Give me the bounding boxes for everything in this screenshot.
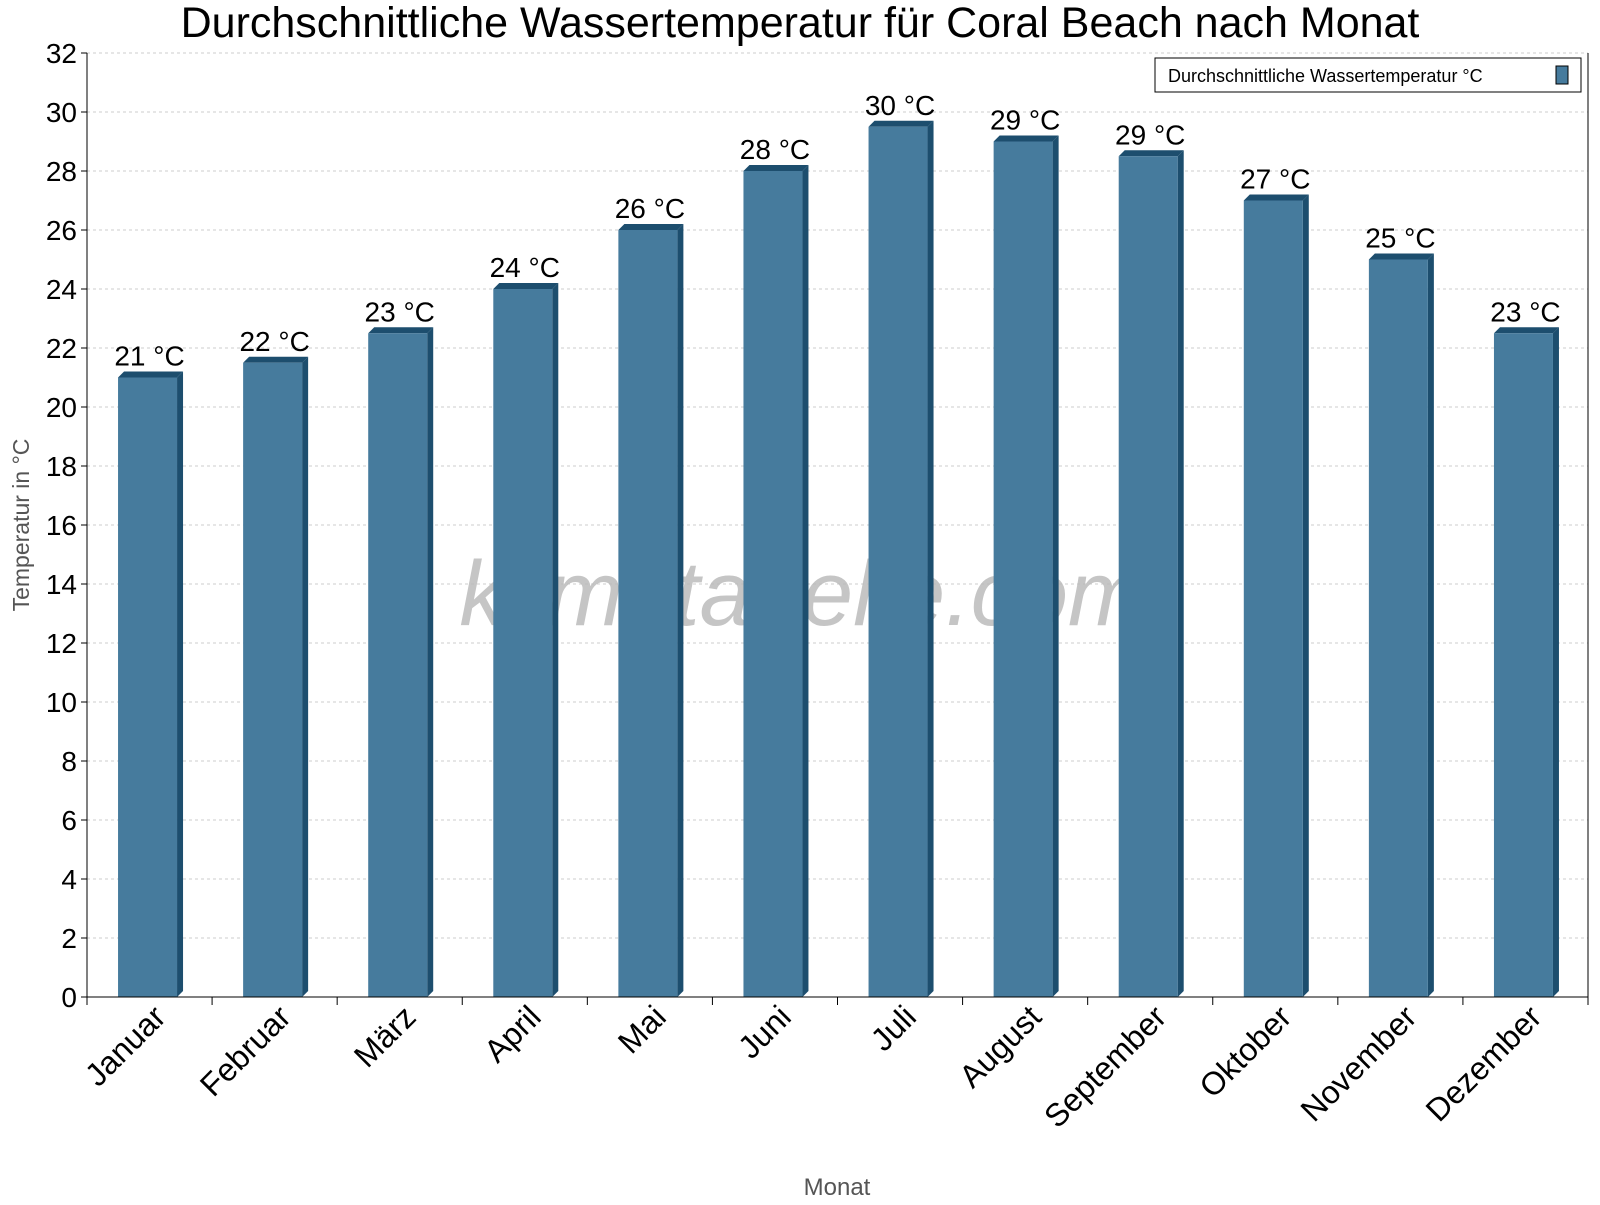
bar-top [1368, 253, 1434, 260]
bar [618, 230, 678, 997]
x-tick-label: April [477, 998, 548, 1069]
bar-side [1177, 150, 1184, 997]
bar-top [993, 135, 1059, 142]
bar-top [1243, 194, 1309, 201]
y-tick-label: 6 [61, 805, 77, 836]
data-label: 30 °C [865, 90, 935, 121]
y-tick-label: 4 [61, 864, 77, 895]
y-tick-label: 14 [46, 569, 77, 600]
bar [243, 362, 303, 997]
x-tick-label: August [952, 998, 1048, 1094]
y-tick-label: 12 [46, 628, 77, 659]
bar-side [552, 283, 559, 997]
y-tick-label: 24 [46, 274, 77, 305]
bar [1243, 200, 1303, 997]
bar-side [177, 371, 184, 997]
legend: Durchschnittliche Wassertemperatur °C [1154, 57, 1582, 93]
bar-top [493, 283, 559, 289]
legend-label: Durchschnittliche Wassertemperatur °C [1168, 66, 1483, 86]
bar [993, 141, 1053, 997]
y-tick-label: 16 [46, 510, 77, 541]
x-axis-label: Monat [804, 1174, 871, 1200]
x-tick-label: Februar [193, 998, 298, 1103]
x-tick-label: Juni [731, 998, 798, 1065]
y-tick-label: 26 [46, 215, 77, 246]
bar-side [1427, 253, 1434, 997]
bar-side [677, 224, 684, 997]
x-tick-label: Juli [864, 998, 923, 1057]
gridlines [87, 52, 1588, 939]
data-label: 25 °C [1365, 223, 1435, 254]
bar-side [1302, 194, 1309, 997]
data-label: 26 °C [615, 193, 685, 224]
y-tick-label: 10 [46, 687, 77, 718]
data-label: 21 °C [114, 341, 184, 372]
data-label: 23 °C [365, 296, 435, 327]
bar-side [1052, 135, 1059, 997]
y-tick-label: 0 [61, 982, 77, 1013]
data-label: 22 °C [239, 326, 309, 357]
bar [1493, 333, 1553, 997]
bar-side [927, 120, 934, 997]
bar-side [302, 356, 309, 997]
bar [493, 289, 553, 997]
bar-side [802, 165, 809, 997]
y-axis-label: Temperatur in °C [8, 439, 34, 612]
data-label: 28 °C [740, 134, 810, 165]
bar [1118, 156, 1178, 997]
bar-top [743, 165, 809, 171]
x-tick-label: Mai [611, 998, 673, 1060]
bar [1368, 259, 1428, 997]
legend-box [1154, 57, 1582, 93]
data-label: 29 °C [990, 105, 1060, 136]
y-tick-label: 18 [46, 451, 77, 482]
bar-top [118, 371, 184, 378]
y-tick-label: 30 [46, 97, 77, 128]
bar-top [618, 224, 684, 230]
bar [868, 126, 928, 997]
y-tick-label: 8 [61, 746, 77, 777]
bar-side [427, 327, 434, 997]
y-tick-label: 28 [46, 156, 77, 187]
y-tick-label: 32 [46, 38, 77, 69]
bar [368, 333, 428, 997]
x-tick-label: September [1037, 998, 1173, 1134]
bar-top [1118, 150, 1184, 157]
legend-swatch [1555, 65, 1569, 85]
bar-side [1552, 327, 1559, 997]
data-label: 23 °C [1490, 296, 1560, 327]
data-label: 24 °C [490, 252, 560, 283]
y-tick-label: 22 [46, 333, 77, 364]
bar-top [868, 120, 934, 127]
bar [118, 377, 178, 997]
x-tick-label: März [347, 998, 423, 1074]
bar-top [243, 356, 309, 363]
y-tick-label: 2 [61, 923, 77, 954]
x-tick-label: Oktober [1192, 998, 1298, 1104]
bar-top [368, 327, 434, 334]
data-label: 27 °C [1240, 164, 1310, 195]
y-tick-label: 20 [46, 392, 77, 423]
bars: 21 °C 22 °C 23 °C 24 °C 26 °C 28 °C 30 °C 29 °C… [114, 90, 1561, 997]
x-tick-label: November [1293, 998, 1423, 1128]
bar-top [1493, 327, 1559, 334]
x-tick-label: Dezember [1419, 998, 1549, 1128]
x-tick-label: Januar [78, 998, 173, 1093]
bar [743, 171, 803, 997]
chart-title: Durchschnittliche Wassertemperatur für C… [181, 0, 1420, 47]
data-label: 29 °C [1115, 119, 1185, 150]
